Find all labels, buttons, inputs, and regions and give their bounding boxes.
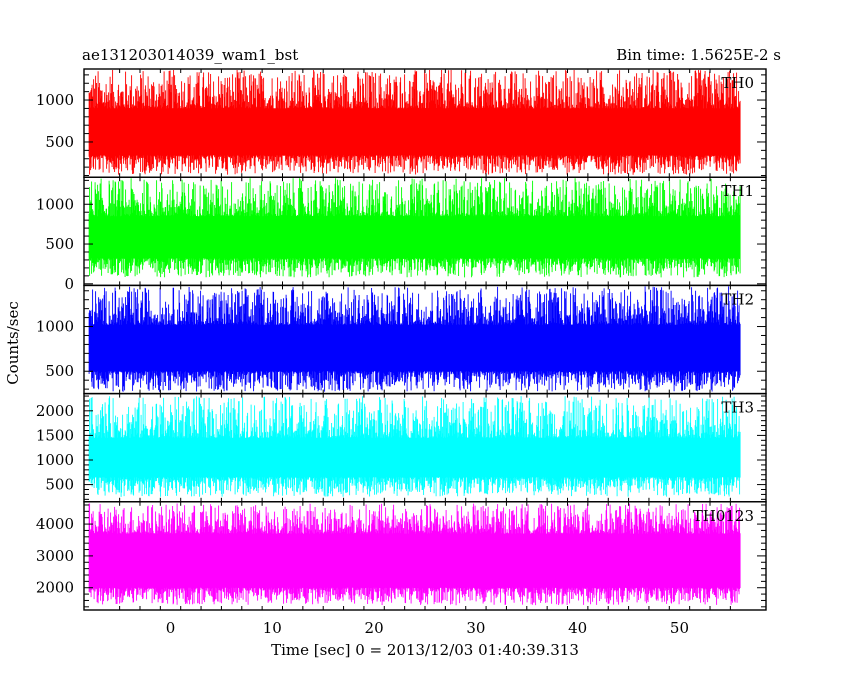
y-tick-label: 4000 [36,515,74,533]
chart-title-right: Bin time: 1.5625E-2 s [616,46,781,64]
y-axis-label: Counts/sec [4,301,22,385]
y-tick-label: 3000 [36,547,74,565]
y-tick-label: 1000 [36,91,74,109]
panel-th0123: 2000 3000 4000 TH0123 [36,501,767,611]
x-tick-label: 20 [365,619,384,637]
panel-th2: 500 1000 TH2 [36,284,767,395]
panel-label-th0: TH0 [721,74,754,92]
y-tick-label: 2000 [36,579,74,597]
y-tick-label: 500 [45,235,74,253]
panel-th0: 500 1000 TH0 [36,68,767,178]
series-trace-th1 [88,178,741,278]
panel-label-th1: TH1 [721,182,754,200]
chart-title-left: ae131203014039_wam1_bst [82,46,298,64]
y-tick-label: 1000 [36,195,74,213]
panel-label-th2: TH2 [721,290,754,308]
y-tick-label: 500 [45,133,74,151]
y-tick-label: 500 [45,476,74,494]
series-trace-th0123 [88,503,741,606]
y-tick-label: 1500 [36,426,74,444]
y-tick-label: 1000 [36,318,74,336]
y-tick-label: 1000 [36,451,74,469]
x-axis-label: Time [sec] 0 = 2013/12/03 01:40:39.313 [271,641,579,659]
x-tick-label: 0 [166,619,176,637]
x-tick-label: 40 [568,619,587,637]
y-tick-label: 500 [45,362,74,380]
y-tick-label: 0 [64,275,74,293]
x-tick-label: 50 [670,619,689,637]
series-trace-th0 [88,70,741,175]
series-trace-th2 [88,286,741,392]
panel-label-th3: TH3 [721,399,754,417]
y-tick-label: 2000 [36,402,74,420]
panel-label-th0123: TH0123 [693,507,754,525]
x-tick-label: 30 [466,619,485,637]
panel-th3: 500 1000 1500 2000 TH3 [36,392,767,503]
panels-group: 5001000TH005001000TH15001000TH2500100015… [36,68,767,637]
x-tick-label: 10 [263,619,282,637]
series-trace-th3 [88,396,741,497]
panel-th1: 0 500 1000 TH1 [36,176,767,293]
